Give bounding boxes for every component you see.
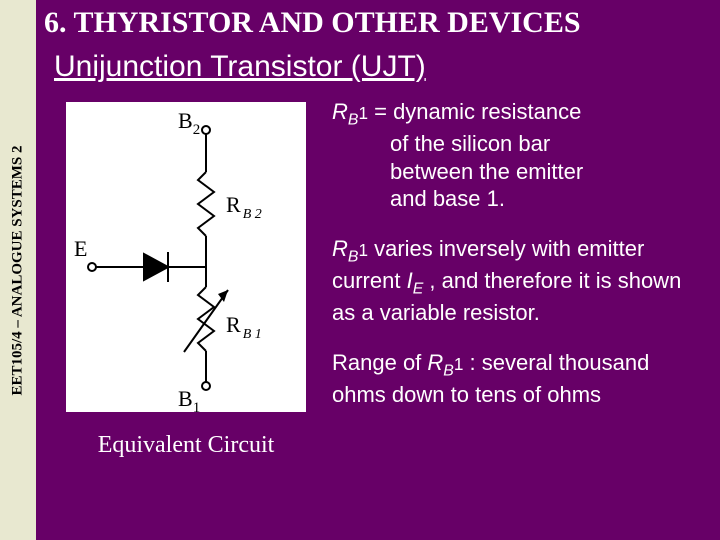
label-rb2: R bbox=[226, 192, 241, 217]
var-ie-sub: E bbox=[413, 280, 424, 297]
var-rb1-2-num: 1 bbox=[358, 240, 368, 260]
section-title: Unijunction Transistor (UJT) bbox=[36, 42, 720, 94]
label-e: E bbox=[74, 236, 87, 261]
course-code: EET105/4 – ANALOGUE SYSTEMS 2 bbox=[10, 145, 27, 395]
p1-lead: = dynamic resistance bbox=[368, 99, 581, 124]
equivalent-circuit-diagram: B2 E RB 2 RB 1 B1 bbox=[66, 102, 306, 412]
label-rb2-sub: B 2 bbox=[243, 207, 262, 222]
paragraph-3: Range of RB1 : several thousand ohms dow… bbox=[332, 349, 706, 409]
chapter-title: 6. THYRISTOR AND OTHER DEVICES bbox=[36, 0, 720, 42]
p3-a: Range of bbox=[332, 350, 427, 375]
content-row: B2 E RB 2 RB 1 B1 Equivalent Circuit RB1… bbox=[36, 94, 720, 459]
paragraph-2: RB1 varies inversely with emitter curren… bbox=[332, 235, 706, 327]
var-rb1-1-sub: B bbox=[348, 111, 359, 128]
course-sidebar: EET105/4 – ANALOGUE SYSTEMS 2 bbox=[0, 0, 36, 540]
label-b2: B bbox=[178, 108, 193, 133]
circuit-column: B2 E RB 2 RB 1 B1 Equivalent Circuit bbox=[46, 98, 326, 459]
var-rb1-1-num: 1 bbox=[358, 103, 368, 123]
description-column: RB1 = dynamic resistance of the silicon … bbox=[326, 98, 706, 459]
p1-line4: and base 1. bbox=[332, 185, 706, 213]
slide-main: 6. THYRISTOR AND OTHER DEVICES Unijuncti… bbox=[36, 0, 720, 540]
svg-text:RB 1: RB 1 bbox=[226, 312, 262, 342]
svg-text:B1: B1 bbox=[178, 386, 200, 412]
label-b1-sub: 1 bbox=[193, 400, 201, 412]
p1-line2: of the silicon bar bbox=[332, 130, 706, 158]
label-b1: B bbox=[178, 386, 193, 411]
circuit-caption: Equivalent Circuit bbox=[98, 432, 275, 459]
paragraph-1: RB1 = dynamic resistance of the silicon … bbox=[332, 98, 706, 213]
label-b2-sub: 2 bbox=[193, 122, 201, 138]
svg-text:B2: B2 bbox=[178, 108, 200, 138]
p1-line3: between the emitter bbox=[332, 158, 706, 186]
label-rb1: R bbox=[226, 312, 241, 337]
var-rb1-1: R bbox=[332, 99, 348, 124]
var-rb1-2-sub: B bbox=[348, 248, 359, 265]
var-rb1-3-num: 1 bbox=[454, 354, 464, 374]
label-rb1-sub: B 1 bbox=[243, 327, 262, 342]
var-rb1-3-sub: B bbox=[443, 362, 454, 379]
var-rb1-2: R bbox=[332, 236, 348, 261]
var-rb1-3: R bbox=[427, 350, 443, 375]
svg-text:RB 2: RB 2 bbox=[226, 192, 262, 222]
